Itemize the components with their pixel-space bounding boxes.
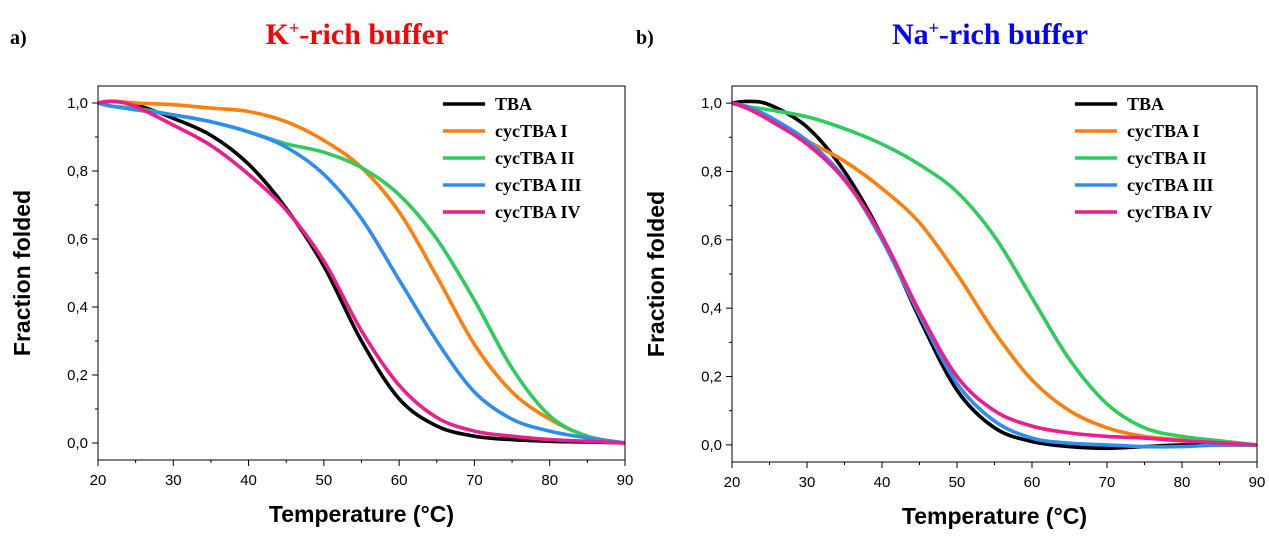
legend-label: cycTBA III [495, 175, 582, 195]
legend-label: cycTBA II [495, 148, 575, 168]
panel-title-rest: -rich buffer [299, 18, 448, 51]
x-tick-label: 70 [1099, 474, 1116, 491]
panel-letter: b) [636, 27, 654, 49]
chart-panel-b: b) Na+-rich buffer 20 30 40 50 60 70 80 90 0,0 0,2 0… [636, 18, 1265, 529]
y-tick-label: 0,8 [701, 163, 722, 180]
panel-letter: a) [10, 27, 27, 49]
x-tick-label: 60 [1024, 474, 1041, 491]
panel-title-superscript: + [929, 18, 939, 38]
panel-title-main: K [266, 18, 290, 51]
legend-label: TBA [495, 94, 532, 114]
y-tick-label: 0,2 [701, 369, 722, 386]
x-tick-label: 20 [90, 472, 107, 489]
y-tick-label: 0,0 [701, 437, 722, 454]
plot-frame [97, 85, 626, 461]
series-line-cyctba-iii [98, 101, 625, 445]
x-tick-label: 50 [316, 472, 333, 489]
y-tick-label: 0,4 [701, 300, 722, 317]
legend: TBA cycTBA I cycTBA II cycTBA III cycTBA IV [1075, 94, 1214, 222]
panel-title-superscript: + [289, 18, 299, 38]
x-tick-label: 40 [874, 474, 891, 491]
legend-label: cycTBA IV [1127, 202, 1213, 222]
legend-label: TBA [1127, 94, 1164, 114]
y-tick-label: 1,0 [701, 95, 722, 112]
legend-label: cycTBA IV [495, 202, 581, 222]
y-tick-label: 0,6 [701, 232, 722, 249]
legend-label: cycTBA II [1127, 148, 1207, 168]
legend-label: cycTBA III [1127, 175, 1214, 195]
series-line-cyctba-ii [732, 101, 1257, 447]
series-group [98, 99, 625, 445]
x-tick-label: 40 [240, 472, 257, 489]
y-tick-label: 0,8 [67, 163, 88, 180]
x-tick-label: 80 [541, 472, 558, 489]
y-tick-label: 0,0 [67, 435, 88, 452]
y-axis-label: Fraction folded [643, 191, 669, 357]
x-axis-label: Temperature (°C) [269, 501, 454, 527]
series-line-cyctba-iv [732, 101, 1257, 447]
x-tick-label: 20 [724, 474, 741, 491]
x-axis-label: Temperature (°C) [902, 503, 1087, 529]
series-line-cyctba-iii [732, 101, 1257, 449]
y-tick-label: 0,2 [67, 367, 88, 384]
y-axis-label: Fraction folded [9, 190, 35, 356]
series-line-cyctba-i [98, 99, 625, 445]
x-tick-label: 70 [466, 472, 483, 489]
panel-title: Na+-rich buffer [892, 18, 1088, 51]
y-tick-label: 0,6 [67, 231, 88, 248]
panel-title: K+-rich buffer [266, 18, 449, 51]
y-tick-label: 1,0 [67, 95, 88, 112]
x-tick-label: 30 [165, 472, 182, 489]
legend: TBA cycTBA I cycTBA II cycTBA III cycTBA IV [443, 94, 582, 222]
x-tick-label: 80 [1174, 474, 1191, 491]
series-group [732, 99, 1257, 451]
y-tick-label: 0,4 [67, 299, 88, 316]
panel-title-rest: -rich buffer [939, 18, 1088, 51]
x-tick-label: 90 [617, 472, 634, 489]
panel-title-main: Na [892, 18, 929, 51]
x-tick-label: 30 [799, 474, 816, 491]
x-tick-label: 90 [1249, 474, 1266, 491]
series-line-cyctba-iv [98, 99, 625, 445]
chart-panel-a: a) K+-rich buffer 20 30 40 50 60 70 80 90 0,0 0,2 0,… [9, 18, 633, 527]
legend-label: cycTBA I [495, 121, 568, 141]
x-tick-label: 60 [391, 472, 408, 489]
legend-label: cycTBA I [1127, 121, 1200, 141]
x-tick-label: 50 [949, 474, 966, 491]
